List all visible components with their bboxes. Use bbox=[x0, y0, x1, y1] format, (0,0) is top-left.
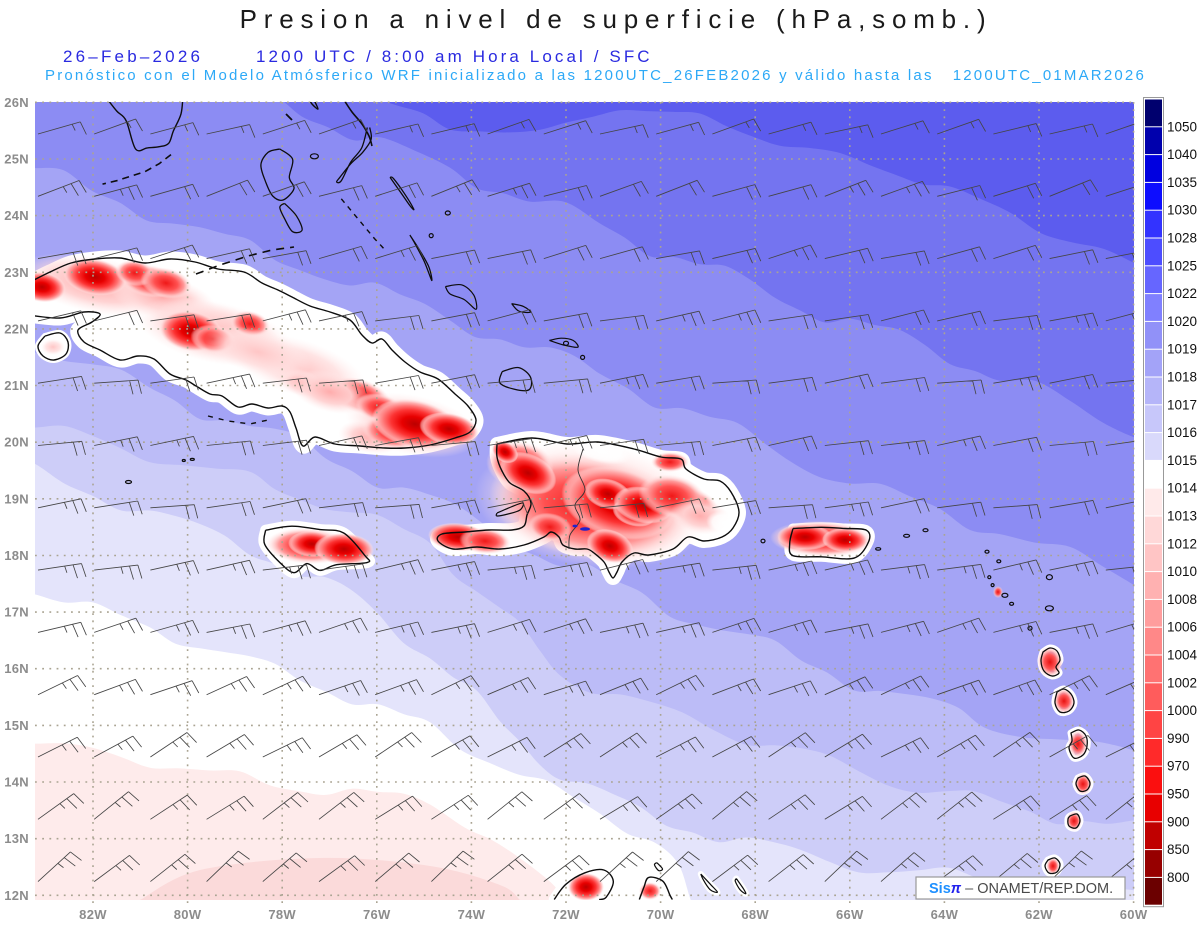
svg-text:1008: 1008 bbox=[1167, 592, 1197, 607]
svg-text:1025: 1025 bbox=[1167, 258, 1197, 273]
svg-text:1017: 1017 bbox=[1167, 397, 1197, 412]
svg-text:78W: 78W bbox=[268, 907, 296, 922]
svg-text:1028: 1028 bbox=[1167, 231, 1197, 246]
svg-text:21N: 21N bbox=[4, 378, 29, 393]
svg-text:76W: 76W bbox=[363, 907, 391, 922]
svg-text:850: 850 bbox=[1167, 842, 1190, 857]
svg-text:Pronóstico con el Modelo Atmós: Pronóstico con el Modelo Atmósferico WRF… bbox=[45, 67, 1145, 84]
svg-text:25N: 25N bbox=[4, 152, 29, 167]
svg-text:1020: 1020 bbox=[1167, 314, 1197, 329]
svg-text:1022: 1022 bbox=[1167, 286, 1197, 301]
svg-text:16N: 16N bbox=[4, 661, 29, 676]
svg-text:1030: 1030 bbox=[1167, 203, 1197, 218]
svg-text:74W: 74W bbox=[458, 907, 486, 922]
svg-text:1014: 1014 bbox=[1167, 481, 1198, 496]
svg-text:62W: 62W bbox=[1025, 907, 1053, 922]
svg-text:80W: 80W bbox=[174, 907, 202, 922]
svg-text:70W: 70W bbox=[647, 907, 675, 922]
svg-text:1006: 1006 bbox=[1167, 620, 1197, 635]
svg-text:18N: 18N bbox=[4, 548, 29, 563]
svg-text:23N: 23N bbox=[4, 265, 29, 280]
svg-text:17N: 17N bbox=[4, 605, 29, 620]
svg-text:800: 800 bbox=[1167, 870, 1190, 885]
svg-text:82W: 82W bbox=[79, 907, 107, 922]
svg-text:1019: 1019 bbox=[1167, 342, 1197, 357]
svg-text:1000: 1000 bbox=[1167, 703, 1197, 718]
svg-text:20N: 20N bbox=[4, 435, 29, 450]
svg-text:950: 950 bbox=[1167, 787, 1190, 802]
svg-text:Presion a nivel de superficie: Presion a nivel de superficie (hPa,somb.… bbox=[240, 4, 993, 34]
svg-text:1010: 1010 bbox=[1167, 564, 1197, 579]
svg-text:14N: 14N bbox=[4, 775, 29, 790]
svg-text:1040: 1040 bbox=[1167, 147, 1197, 162]
svg-text:68W: 68W bbox=[741, 907, 769, 922]
svg-text:64W: 64W bbox=[931, 907, 959, 922]
svg-text:990: 990 bbox=[1167, 731, 1190, 746]
svg-text:1015: 1015 bbox=[1167, 453, 1197, 468]
svg-text:1016: 1016 bbox=[1167, 425, 1197, 440]
svg-text:1002: 1002 bbox=[1167, 675, 1197, 690]
svg-text:1018: 1018 bbox=[1167, 370, 1197, 385]
svg-text:72W: 72W bbox=[552, 907, 580, 922]
svg-text:1013: 1013 bbox=[1167, 509, 1197, 524]
svg-text:12N: 12N bbox=[4, 888, 29, 903]
svg-text:1035: 1035 bbox=[1167, 175, 1197, 190]
svg-text:1012: 1012 bbox=[1167, 536, 1197, 551]
svg-text:15N: 15N bbox=[4, 718, 29, 733]
svg-text:13N: 13N bbox=[4, 831, 29, 846]
svg-text:900: 900 bbox=[1167, 814, 1190, 829]
svg-text:970: 970 bbox=[1167, 759, 1190, 774]
svg-text:24N: 24N bbox=[4, 208, 29, 223]
svg-text:19N: 19N bbox=[4, 491, 29, 506]
svg-text:1004: 1004 bbox=[1167, 648, 1198, 663]
svg-text:22N: 22N bbox=[4, 321, 29, 336]
svg-text:66W: 66W bbox=[836, 907, 864, 922]
svg-text:26–Feb–2026: 26–Feb–2026 bbox=[63, 47, 203, 66]
svg-text:60W: 60W bbox=[1120, 907, 1148, 922]
svg-text:1050: 1050 bbox=[1167, 119, 1197, 134]
svg-text:1200 UTC / 8:00 am Hora Local: 1200 UTC / 8:00 am Hora Local / SFC bbox=[256, 47, 653, 66]
svg-text:Sisπ – ONAMET/REP.DOM.: Sisπ – ONAMET/REP.DOM. bbox=[929, 881, 1113, 897]
svg-text:26N: 26N bbox=[4, 95, 29, 110]
